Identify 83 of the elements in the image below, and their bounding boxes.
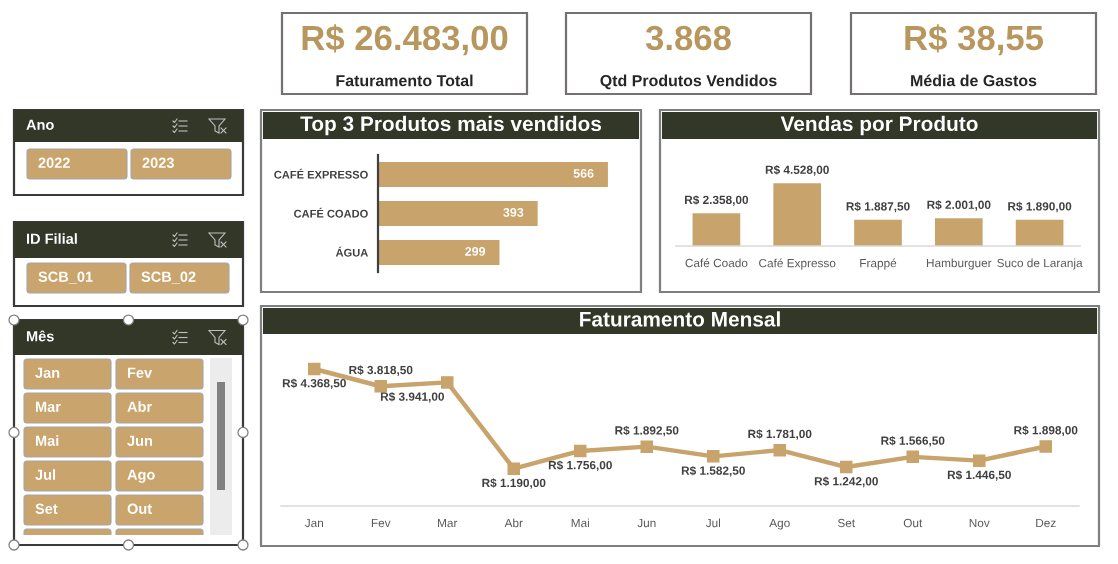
bar xyxy=(773,183,822,246)
x-tick-label: Frappé xyxy=(860,258,897,270)
text: Média de Gastos xyxy=(911,74,1037,87)
x-tick-label: Jun xyxy=(637,518,656,528)
text: Out xyxy=(127,503,152,514)
data-label: R$ 2.001,00 xyxy=(927,200,991,211)
text: Jan xyxy=(35,367,60,378)
chart-title: Faturamento Mensal xyxy=(580,311,780,327)
data-label: R$ 4.528,00 xyxy=(765,165,829,176)
x-tick-label: Jan xyxy=(304,518,323,528)
text: Ano xyxy=(26,119,54,130)
x-tick-label: Mai xyxy=(571,518,589,528)
text: R$ 38,55 xyxy=(905,24,1043,56)
y-tick-label: CAFÉ EXPRESSO xyxy=(274,168,368,179)
point xyxy=(640,440,654,453)
text: 3.868 xyxy=(645,25,731,51)
x-tick-label: Jul xyxy=(705,518,721,528)
point xyxy=(1039,440,1053,453)
x-tick-label: Nov xyxy=(969,518,990,528)
point xyxy=(839,460,853,474)
point xyxy=(972,454,986,467)
text: ID Filial xyxy=(26,233,77,244)
x-tick-label: Abr xyxy=(504,518,523,528)
point xyxy=(706,450,720,463)
x-tick-label: Café Coado xyxy=(685,258,748,268)
bar xyxy=(934,218,983,246)
x-tick-label: Out xyxy=(903,518,923,528)
bar xyxy=(854,219,902,246)
data-label: R$ 3.818,50 xyxy=(349,365,413,376)
chart-title: Top 3 Produtos mais vendidos xyxy=(300,115,602,136)
text: 2022 xyxy=(38,157,70,168)
data-label: R$ 1.890,00 xyxy=(1008,201,1072,213)
point xyxy=(773,443,787,457)
data-label: R$ 1.446,50 xyxy=(947,470,1011,481)
x-tick-label: Hamburguer xyxy=(926,258,992,270)
point xyxy=(440,376,454,389)
point xyxy=(573,444,587,458)
bar xyxy=(692,213,741,246)
data-label: R$ 1.887,50 xyxy=(846,201,910,213)
y-tick-label: ÁGUA xyxy=(335,246,368,257)
text: Set xyxy=(35,503,58,514)
y-tick-label: CAFÉ COADO xyxy=(294,207,368,218)
text: Mai xyxy=(35,435,59,446)
data-label: R$ 1.190,00 xyxy=(482,478,546,489)
text: SCB_01 xyxy=(38,271,93,284)
text: R$ 26.483,00 xyxy=(302,24,508,56)
data-label: R$ 4.368,50 xyxy=(282,378,346,390)
x-tick-label: Mar xyxy=(438,518,458,528)
chart-title: Vendas por Produto xyxy=(780,115,978,136)
x-tick-label: Dez xyxy=(1036,518,1056,528)
data-label: R$ 3.941,00 xyxy=(380,391,444,403)
data-label: R$ 1.892,50 xyxy=(615,425,679,437)
point xyxy=(374,379,388,393)
data-label: R$ 1.566,50 xyxy=(881,435,945,447)
x-tick-label: Café Expresso xyxy=(759,258,836,270)
data-label: R$ 1.781,00 xyxy=(748,429,812,440)
data-label: R$ 1.582,50 xyxy=(681,465,745,477)
data-label: 393 xyxy=(503,208,524,217)
text: Abr xyxy=(127,401,152,412)
text: Qtd Produtos Vendidos xyxy=(600,74,777,90)
data-label: R$ 1.756,00 xyxy=(548,460,612,472)
text: Faturamento Total xyxy=(336,74,473,87)
x-tick-label: Suco de Laranja xyxy=(997,258,1083,270)
data-label: R$ 1.242,00 xyxy=(814,476,878,488)
text: 2023 xyxy=(142,157,174,168)
point xyxy=(906,450,920,464)
text: Mês xyxy=(26,330,54,342)
text: Jul xyxy=(35,469,56,480)
text: Ago xyxy=(127,469,155,483)
text: Jun xyxy=(127,435,153,446)
point xyxy=(507,462,521,475)
data-label: 566 xyxy=(573,169,594,178)
text: Mar xyxy=(35,401,61,412)
data-label: R$ 1.898,00 xyxy=(1014,425,1078,437)
x-tick-label: Fev xyxy=(371,518,391,528)
data-label: R$ 2.358,00 xyxy=(685,195,749,206)
bar xyxy=(1015,219,1064,246)
data-label: 299 xyxy=(465,247,486,256)
x-tick-label: Ago xyxy=(769,518,790,530)
x-tick-label: Set xyxy=(837,518,856,528)
text: Fev xyxy=(127,367,153,378)
text: SCB_02 xyxy=(141,271,196,284)
point xyxy=(307,362,321,376)
